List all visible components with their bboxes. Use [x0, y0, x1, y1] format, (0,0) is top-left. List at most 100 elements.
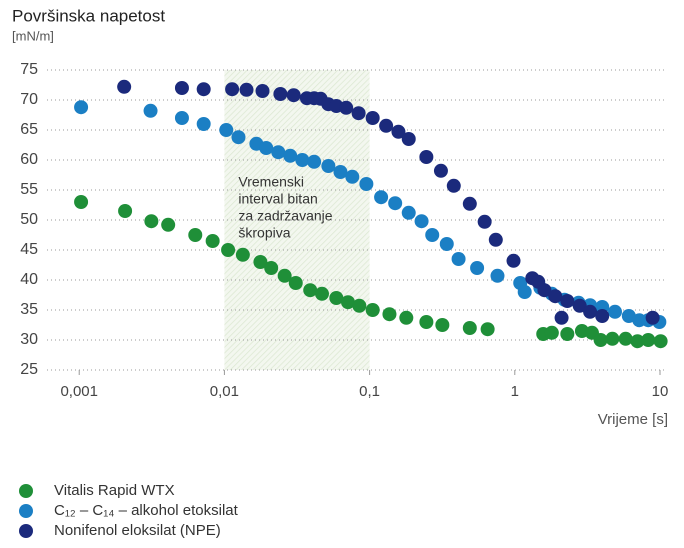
point	[388, 196, 403, 211]
point	[196, 82, 211, 97]
point	[333, 165, 348, 179]
point	[462, 196, 477, 211]
point	[351, 106, 366, 121]
y-tick-label: 50	[20, 211, 38, 228]
point	[295, 153, 310, 167]
y-tick-label: 45	[20, 241, 38, 258]
y-unit: [mN/m]	[12, 28, 54, 43]
point	[239, 82, 254, 97]
point	[593, 333, 608, 347]
point	[488, 232, 503, 247]
point	[462, 321, 477, 335]
point	[605, 331, 620, 346]
point	[345, 169, 360, 184]
point	[339, 100, 354, 115]
point	[74, 195, 89, 209]
point	[391, 124, 406, 139]
point	[143, 103, 158, 118]
chart-title: Površinska napetost	[12, 6, 165, 25]
point	[608, 304, 623, 319]
x-axis-label: Vrijeme [s]	[598, 411, 668, 428]
y-tick-label: 75	[20, 61, 38, 78]
point	[560, 327, 575, 341]
point	[470, 261, 485, 275]
point	[288, 276, 303, 290]
point	[117, 79, 132, 94]
point	[630, 334, 645, 349]
point	[399, 310, 414, 325]
point	[365, 111, 380, 125]
point	[439, 237, 454, 251]
point	[572, 298, 587, 313]
legend-label: C₁₂ – C₁₄ – alkohol etoksilat	[54, 502, 239, 519]
legend-marker	[19, 484, 33, 498]
annotation: interval bitan	[238, 191, 317, 207]
y-tick-label: 35	[20, 301, 38, 318]
point	[554, 310, 569, 325]
point	[219, 123, 234, 137]
point	[307, 154, 322, 169]
point	[401, 132, 416, 146]
legend-label: Vitalis Rapid WTX	[54, 482, 175, 499]
point	[286, 88, 301, 103]
point	[419, 315, 434, 329]
point	[314, 286, 329, 301]
y-tick-label: 65	[20, 121, 38, 138]
point	[303, 283, 318, 298]
point	[618, 331, 633, 346]
point	[221, 243, 236, 257]
highlight-band	[224, 70, 370, 370]
point	[595, 309, 610, 323]
point	[188, 228, 203, 242]
point	[425, 228, 440, 242]
point	[271, 145, 286, 160]
point	[544, 325, 559, 340]
point	[433, 163, 448, 178]
x-tick-label: 1	[511, 383, 519, 400]
point	[255, 84, 270, 98]
y-tick-label: 25	[20, 361, 38, 378]
point	[451, 252, 466, 266]
x-tick-label: 0,001	[60, 383, 98, 400]
point	[161, 217, 176, 232]
point	[435, 318, 450, 332]
point	[321, 159, 336, 173]
point	[283, 148, 298, 163]
point	[548, 289, 563, 304]
annotation: za zadržavanje	[238, 208, 332, 224]
y-tick-label: 70	[20, 91, 38, 108]
y-tick-label: 55	[20, 181, 38, 198]
annotation: škropiva	[238, 225, 290, 241]
point	[341, 295, 356, 310]
point	[329, 291, 344, 305]
point	[277, 268, 292, 283]
point	[641, 333, 656, 347]
y-tick-label: 40	[20, 271, 38, 288]
point	[446, 178, 461, 193]
point	[477, 214, 492, 229]
point	[379, 118, 394, 133]
point	[653, 334, 668, 349]
point	[480, 322, 495, 337]
point	[645, 310, 660, 325]
point	[365, 303, 380, 317]
point	[352, 298, 367, 313]
point	[174, 111, 189, 125]
legend-label: Nonifenol eloksilat (NPE)	[54, 522, 221, 539]
point	[174, 81, 189, 95]
point	[144, 214, 159, 229]
point	[506, 253, 521, 268]
point	[264, 261, 279, 275]
legend-marker	[19, 504, 33, 518]
y-tick-label: 30	[20, 331, 38, 348]
point	[419, 150, 434, 164]
point	[414, 214, 429, 229]
point	[196, 117, 211, 131]
point	[382, 307, 397, 322]
point	[560, 294, 575, 308]
point	[359, 177, 374, 191]
y-tick-label: 60	[20, 151, 38, 168]
point	[374, 190, 389, 205]
point	[74, 100, 89, 115]
